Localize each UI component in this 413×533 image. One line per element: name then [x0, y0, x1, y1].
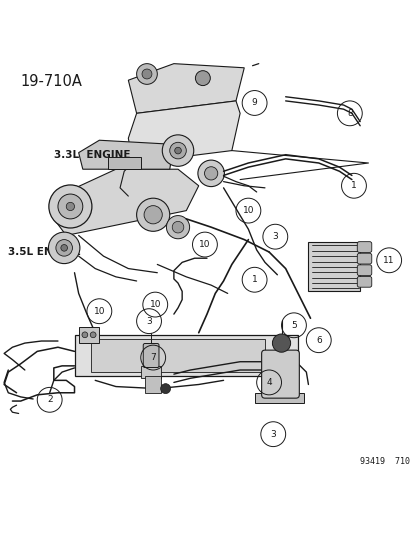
Text: 10: 10 — [149, 300, 161, 309]
Circle shape — [166, 215, 189, 239]
FancyBboxPatch shape — [140, 366, 161, 378]
FancyBboxPatch shape — [356, 277, 371, 287]
Text: 4: 4 — [266, 378, 271, 387]
Circle shape — [66, 203, 74, 211]
Text: 3.5L ENGINE: 3.5L ENGINE — [8, 247, 81, 257]
Circle shape — [56, 240, 72, 256]
Text: 1: 1 — [350, 181, 356, 190]
FancyBboxPatch shape — [74, 335, 297, 376]
Text: 9: 9 — [251, 99, 257, 108]
Text: 10: 10 — [93, 306, 105, 316]
Text: 2: 2 — [47, 395, 52, 405]
Text: 10: 10 — [242, 206, 254, 215]
Polygon shape — [78, 140, 173, 169]
Polygon shape — [54, 169, 198, 236]
Circle shape — [82, 332, 88, 338]
Text: 3: 3 — [146, 317, 152, 326]
FancyBboxPatch shape — [145, 376, 161, 393]
Circle shape — [204, 167, 217, 180]
Text: 6: 6 — [315, 336, 321, 345]
Circle shape — [195, 71, 210, 86]
Circle shape — [61, 245, 67, 251]
Circle shape — [172, 221, 183, 233]
FancyBboxPatch shape — [261, 350, 299, 398]
Circle shape — [90, 332, 96, 338]
Text: 3: 3 — [270, 430, 275, 439]
Text: 10: 10 — [199, 240, 210, 249]
FancyBboxPatch shape — [254, 393, 304, 403]
Polygon shape — [128, 101, 240, 163]
Circle shape — [144, 206, 162, 224]
Circle shape — [197, 160, 224, 187]
Circle shape — [136, 63, 157, 84]
Circle shape — [174, 147, 181, 154]
Text: 19-710A: 19-710A — [21, 74, 82, 89]
Circle shape — [136, 198, 169, 231]
FancyBboxPatch shape — [91, 339, 264, 372]
FancyBboxPatch shape — [78, 327, 99, 343]
Circle shape — [49, 185, 92, 228]
Circle shape — [48, 232, 80, 264]
Circle shape — [160, 384, 170, 393]
FancyBboxPatch shape — [308, 241, 359, 292]
Circle shape — [162, 135, 193, 166]
Text: 93419  710: 93419 710 — [359, 457, 409, 466]
Text: 8: 8 — [346, 109, 352, 118]
Text: 3.3L  ENGINE: 3.3L ENGINE — [54, 150, 130, 160]
Text: 1: 1 — [251, 275, 257, 284]
Text: 7: 7 — [150, 353, 156, 362]
FancyBboxPatch shape — [107, 157, 140, 169]
Polygon shape — [128, 63, 244, 114]
FancyBboxPatch shape — [143, 343, 159, 368]
FancyBboxPatch shape — [356, 253, 371, 264]
Circle shape — [142, 69, 152, 79]
FancyBboxPatch shape — [356, 265, 371, 276]
Text: 5: 5 — [290, 321, 296, 330]
Circle shape — [169, 142, 186, 159]
FancyBboxPatch shape — [356, 241, 371, 253]
Text: 3: 3 — [272, 232, 278, 241]
Circle shape — [58, 194, 83, 219]
Text: 11: 11 — [382, 256, 394, 265]
Circle shape — [272, 334, 290, 352]
